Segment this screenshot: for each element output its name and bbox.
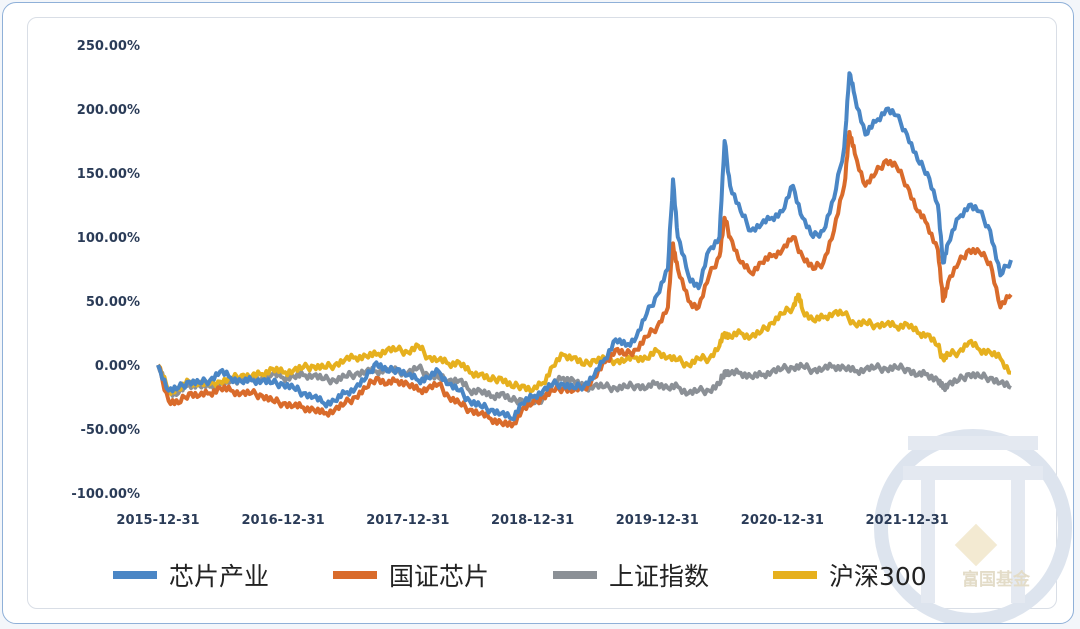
y-tick-label: 50.00% xyxy=(86,295,140,310)
legend: 芯片产业 国证芯片 上证指数 沪深300 xyxy=(113,562,927,591)
y-tick-label: 0.00% xyxy=(95,359,140,374)
x-tick-label: 2017-12-31 xyxy=(366,513,449,528)
series-line-2 xyxy=(156,361,1012,406)
y-tick-label: -100.00% xyxy=(71,487,140,502)
x-tick-label: 2021-12-31 xyxy=(866,513,949,528)
fullgoal-watermark: 富国基金 xyxy=(874,429,1072,623)
legend-label-3: 沪深300 xyxy=(829,562,927,591)
legend-label-0: 芯片产业 xyxy=(169,562,269,591)
series-line-1 xyxy=(156,130,1013,429)
y-tick-label: 200.00% xyxy=(77,103,140,118)
y-tick-label: 250.00% xyxy=(77,39,140,54)
legend-swatch-2 xyxy=(553,571,597,579)
x-tick-label: 2018-12-31 xyxy=(491,513,574,528)
x-axis: 2015-12-31 2016-12-31 2017-12-31 2018-12-31… xyxy=(116,513,948,528)
x-tick-label: 2019-12-31 xyxy=(616,513,699,528)
watermark-text: 富国基金 xyxy=(962,569,1031,590)
y-tick-label: 100.00% xyxy=(77,231,140,246)
x-tick-label: 2015-12-31 xyxy=(116,513,199,528)
legend-label-1: 国证芯片 xyxy=(389,562,489,591)
series-line-3 xyxy=(156,292,1012,396)
y-axis: 250.00% 200.00% 150.00% 100.00% 50.00% 0.00% -… xyxy=(71,39,140,502)
line-chart: 富国基金 250.00% 200.00% 150.00% 100.00% 50.00% 0… xyxy=(71,39,1072,623)
legend-swatch-0 xyxy=(113,571,157,579)
watermark-glyph xyxy=(903,436,1043,603)
legend-swatch-1 xyxy=(333,571,377,579)
y-tick-label: -50.00% xyxy=(80,423,140,438)
watermark-diamond xyxy=(954,523,998,567)
x-tick-label: 2020-12-31 xyxy=(741,513,824,528)
series-lines xyxy=(156,71,1013,429)
x-tick-label: 2016-12-31 xyxy=(242,513,325,528)
legend-label-2: 上证指数 xyxy=(609,562,709,591)
legend-swatch-3 xyxy=(773,571,817,579)
y-tick-label: 150.00% xyxy=(77,167,140,182)
series-line-0 xyxy=(156,71,1013,422)
